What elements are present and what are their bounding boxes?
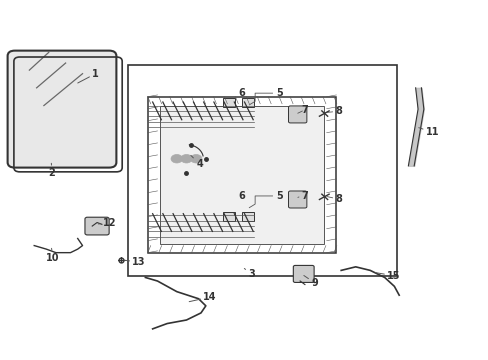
Text: 7: 7 [301, 191, 307, 201]
Bar [223, 212, 234, 221]
Text: 2: 2 [49, 163, 55, 178]
Text: 11: 11 [418, 127, 438, 137]
Text: 12: 12 [98, 217, 117, 228]
Text: 15: 15 [375, 271, 400, 281]
FancyBboxPatch shape [288, 106, 306, 123]
Text: 9: 9 [303, 275, 317, 288]
Bar [128, 65, 396, 276]
Text: 10: 10 [46, 248, 60, 263]
Text: 1: 1 [78, 69, 99, 83]
FancyBboxPatch shape [8, 51, 116, 168]
Text: 5: 5 [275, 88, 282, 98]
Text: 6: 6 [238, 191, 245, 201]
Circle shape [171, 154, 182, 163]
FancyBboxPatch shape [85, 217, 109, 235]
Bar [147, 97, 336, 253]
Text: 13: 13 [124, 257, 145, 267]
Circle shape [190, 154, 202, 163]
Text: 4: 4 [190, 156, 203, 169]
FancyBboxPatch shape [288, 191, 306, 208]
Text: 5: 5 [275, 191, 282, 201]
Text: 7: 7 [301, 105, 307, 115]
FancyBboxPatch shape [293, 265, 313, 283]
Bar [242, 99, 254, 107]
Text: 3: 3 [244, 269, 255, 279]
Circle shape [180, 154, 192, 163]
Text: 14: 14 [189, 292, 217, 302]
Text: 6: 6 [238, 88, 245, 98]
Text: 8: 8 [335, 106, 342, 116]
Bar [242, 212, 254, 221]
Bar [160, 105, 324, 244]
Text: 8: 8 [335, 194, 342, 204]
Bar [223, 99, 234, 107]
